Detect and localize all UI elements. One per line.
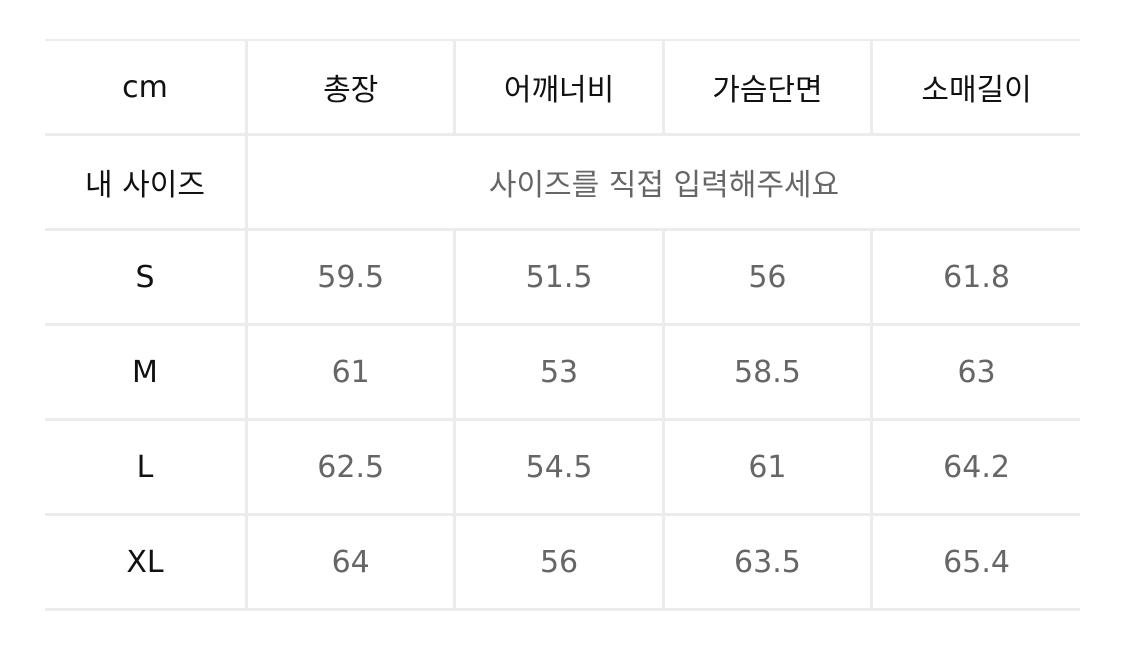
size-label: L (45, 418, 248, 516)
table-cell: 61 (244, 323, 457, 421)
header-shoulder-width: 어깨너비 (453, 39, 665, 136)
table-cell: 61 (661, 418, 874, 516)
size-label: S (45, 228, 248, 326)
size-label: XL (45, 513, 248, 611)
header-total-length: 총장 (244, 39, 457, 136)
table-cell: 63 (870, 323, 1080, 421)
table-cell: 64 (244, 513, 457, 611)
table-cell: 56 (661, 228, 874, 326)
size-table: cm 총장 어깨너비 가슴단면 소매길이 내 사이즈 사이즈를 직접 입력해주세… (45, 39, 1080, 611)
table-cell: 63.5 (661, 513, 874, 611)
size-label: M (45, 323, 248, 421)
table-cell: 64.2 (870, 418, 1080, 516)
table-cell: 61.8 (870, 228, 1080, 326)
table-cell: 51.5 (453, 228, 665, 326)
table-cell: 62.5 (244, 418, 457, 516)
my-size-label: 내 사이즈 (45, 133, 248, 231)
table-cell: 54.5 (453, 418, 665, 516)
table-cell: 56 (453, 513, 665, 611)
table-cell: 65.4 (870, 513, 1080, 611)
header-unit: cm (45, 39, 248, 136)
header-row: cm 총장 어깨너비 가슴단면 소매길이 (45, 39, 1080, 136)
header-sleeve-length: 소매길이 (870, 39, 1080, 136)
my-size-row: 내 사이즈 사이즈를 직접 입력해주세요 (45, 133, 1080, 231)
table-row: M 61 53 58.5 63 (45, 323, 1080, 421)
table-cell: 58.5 (661, 323, 874, 421)
header-chest-width: 가슴단면 (661, 39, 874, 136)
table-cell: 59.5 (244, 228, 457, 326)
table-row: L 62.5 54.5 61 64.2 (45, 418, 1080, 516)
table-cell: 53 (453, 323, 665, 421)
table-row: S 59.5 51.5 56 61.8 (45, 228, 1080, 326)
table-row: XL 64 56 63.5 65.4 (45, 513, 1080, 611)
my-size-input[interactable]: 사이즈를 직접 입력해주세요 (245, 133, 1080, 231)
